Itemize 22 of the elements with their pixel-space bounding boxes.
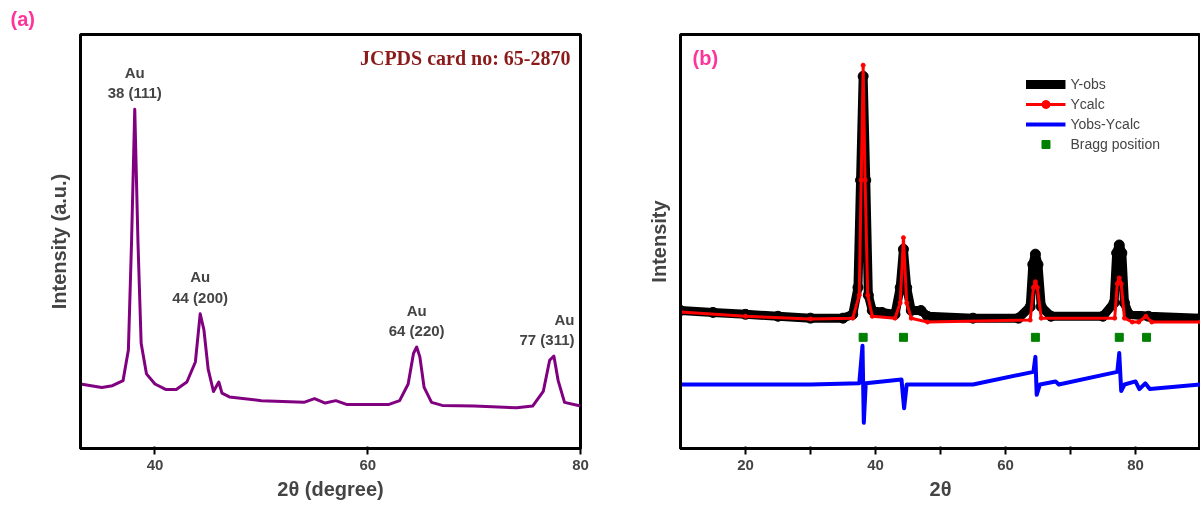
legend-label: Yobs-Ycalc [1070,116,1141,132]
text: JCPDS card no: 65-2870 [359,46,571,69]
chart-title: (a) [10,7,35,30]
x-tick-label: 40 [146,455,164,473]
x-tick-label: 60 [359,455,377,473]
legend-label: Bragg position [1070,136,1160,152]
annotation: Au 38 (111) [107,63,162,102]
x-axis-title: 2θ [929,477,952,500]
annotation: Au 44 (200) [172,268,229,306]
x-tick-label: 80 [572,455,589,473]
x-tick-label: 20 [737,455,754,473]
x-axis-title: 2θ (degree) [277,477,384,500]
legend-label: Y-obs [1070,76,1106,92]
annotation: Au 64 (220) [388,301,445,340]
y-axis-title: Intensity (a.u.) [47,173,70,310]
legend-label: Ycalc [1070,96,1105,112]
y-axis-title: Intensity [647,199,670,283]
annotation: Au 77 (311) [519,310,575,349]
x-tick-label: 60 [997,455,1014,473]
x-tick-label: 40 [867,455,884,473]
x-tick-label: 80 [1127,455,1144,473]
chart-title: (b) [692,46,719,69]
